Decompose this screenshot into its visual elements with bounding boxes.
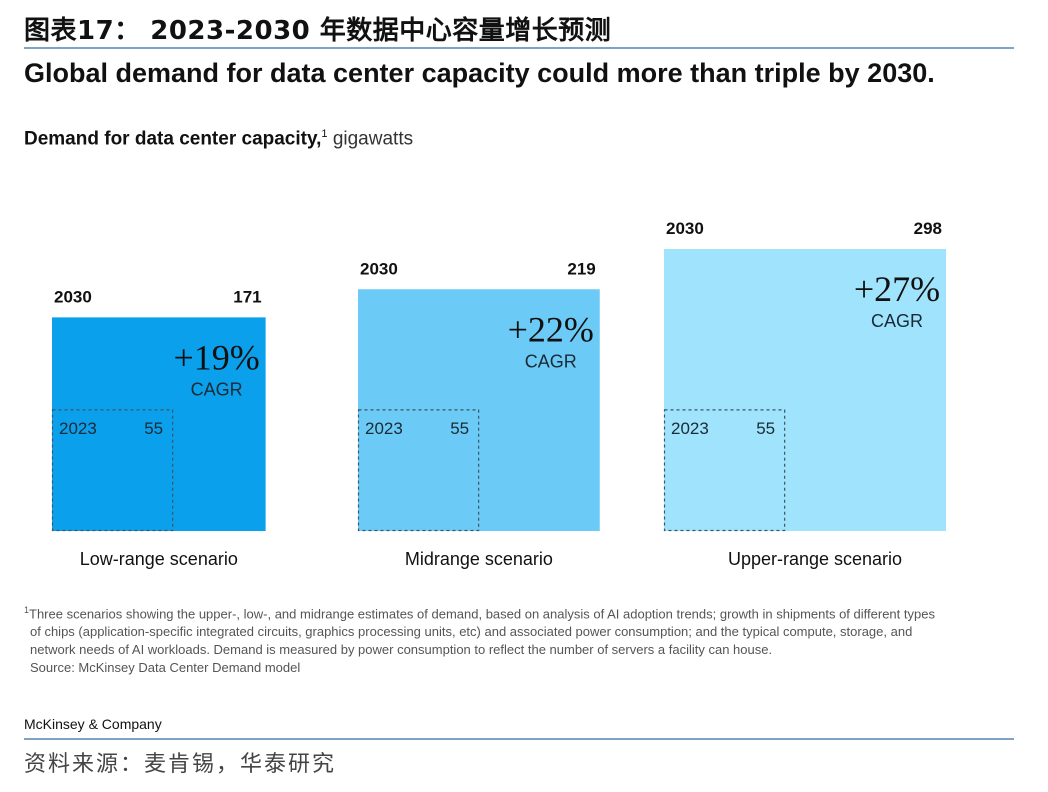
footnote-line-1: 1Three scenarios showing the upper-, low…: [24, 601, 1014, 623]
year-2030-label: 2030: [666, 219, 704, 238]
cagr-label: CAGR: [191, 379, 243, 399]
cagr-value: +22%: [508, 309, 594, 349]
year-2023-label: 2023: [671, 419, 709, 438]
bar-2023-1: [51, 409, 174, 532]
cagr-value: +19%: [173, 337, 259, 377]
bottom-divider: [24, 738, 1014, 740]
footnote-line-3: network needs of AI workloads. Demand is…: [30, 642, 773, 658]
top-divider: [24, 47, 1014, 49]
bar-2030-1: [52, 317, 266, 531]
value-2023-label: 55: [144, 419, 163, 438]
subtitle-bold: Demand for data center capacity,: [24, 128, 322, 150]
footnote-mark: 1: [24, 605, 30, 615]
cagr-label: CAGR: [871, 311, 923, 331]
value-2023-label: 55: [756, 419, 775, 438]
bar-2023-2: [357, 409, 480, 532]
chart-subtitle: Demand for data center capacity,1 gigawa…: [24, 128, 413, 150]
value-2030-label: 219: [567, 259, 595, 278]
figure-title: 图表17： 2023-2030 年数据中心容量增长预测: [24, 16, 612, 46]
scenario-label: Upper-range scenario: [728, 549, 902, 569]
cagr-label: CAGR: [525, 351, 577, 371]
bar-2030-3: [664, 249, 946, 531]
subtitle-footnote-mark: 1: [321, 128, 328, 140]
value-2030-label: 171: [233, 287, 261, 306]
footnote-text-1: Three scenarios showing the upper-, low-…: [29, 606, 935, 622]
year-2030-label: 2030: [360, 259, 398, 278]
subtitle-unit: gigawatts: [327, 128, 414, 150]
footnote-source: Source: McKinsey Data Center Demand mode…: [30, 660, 301, 676]
year-2030-label: 2030: [54, 287, 92, 306]
chart-headline: Global demand for data center capacity c…: [24, 58, 935, 88]
year-2023-label: 2023: [365, 419, 403, 438]
footnote-line-2: of chips (application-specific integrate…: [30, 624, 913, 640]
cagr-value: +27%: [854, 269, 940, 309]
scenario-label: Midrange scenario: [405, 549, 553, 569]
scenario-label: Low-range scenario: [80, 549, 238, 569]
source-note: 资料来源：麦肯锡，华泰研究: [24, 752, 337, 777]
footnote: 1Three scenarios showing the upper-, low…: [24, 601, 1014, 677]
year-2023-label: 2023: [59, 419, 97, 438]
value-2023-label: 55: [450, 419, 469, 438]
value-2030-label: 298: [914, 219, 942, 238]
brand-name: McKinsey & Company: [24, 716, 162, 732]
bar-2023-3: [663, 409, 786, 532]
